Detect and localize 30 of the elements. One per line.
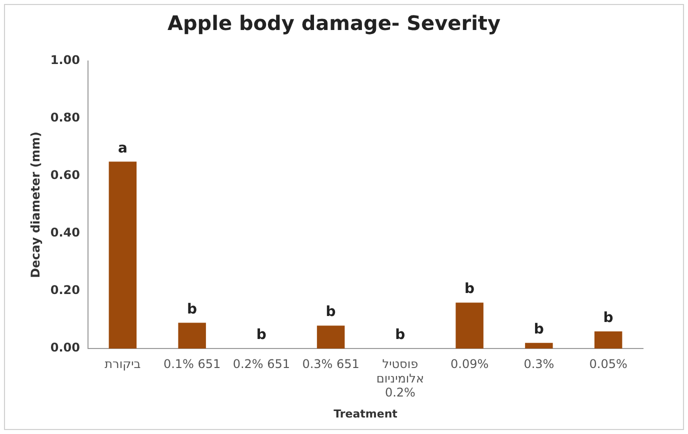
y-tick-label: 0.60	[50, 168, 80, 182]
x-tick-label: 0.05%	[589, 356, 628, 371]
x-tick-label: ביקורת	[104, 356, 141, 371]
x-tick-label: 0.1% 651	[163, 356, 221, 371]
bar	[594, 331, 622, 349]
bar	[178, 322, 206, 349]
bar	[525, 342, 553, 349]
bar	[108, 162, 137, 349]
x-tick-label: 0.2% 651	[232, 356, 290, 371]
y-axis-title: Decay diameter (mm)	[28, 132, 42, 278]
x-tick-label: 0.3%	[524, 356, 554, 371]
data-label: b	[187, 301, 198, 318]
y-tick-label: 0.80	[50, 110, 80, 125]
y-tick-label: 1.00	[50, 53, 80, 68]
data-label: b	[256, 327, 266, 344]
chart-title: Apple body damage- Severity	[167, 11, 501, 36]
data-label: b	[326, 304, 336, 320]
data-label: a	[118, 140, 128, 156]
bar	[316, 326, 345, 349]
y-tick-label: 0.40	[50, 226, 80, 240]
x-tick-label: 0.09%	[450, 356, 489, 371]
y-tick-label: 0.00	[50, 340, 80, 355]
data-label: b	[395, 327, 406, 344]
y-tick-label: 0.20	[50, 283, 80, 298]
bar	[456, 302, 484, 349]
x-tick-label: 0.3% 651	[302, 356, 360, 371]
x-axis-title: Treatment	[334, 407, 398, 420]
data-label: b	[603, 310, 614, 326]
data-label: b	[464, 281, 475, 298]
data-label: b	[534, 321, 544, 338]
